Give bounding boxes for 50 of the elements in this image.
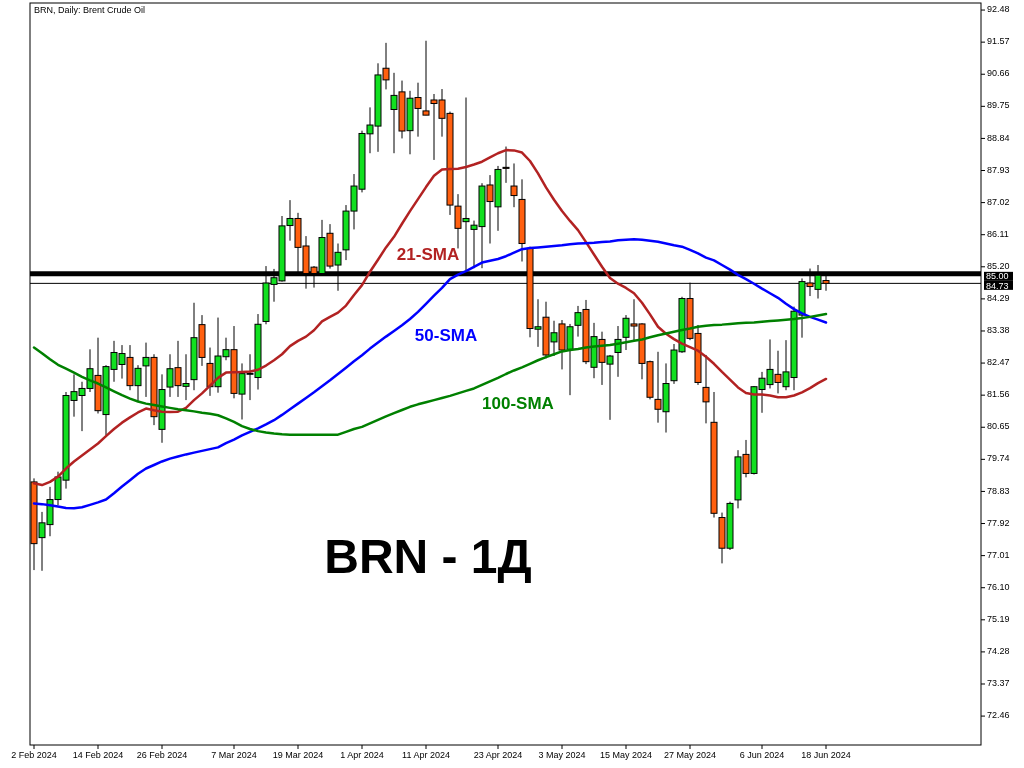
line-series [32, 312, 828, 436]
y-tick-label: 79.74 [987, 453, 1010, 464]
annotation: BRN - 1Д [324, 530, 532, 583]
y-tick-label: 82.47 [987, 357, 1010, 368]
y-tick-label: 87.02 [987, 196, 1010, 207]
y-tick-label: 84.29 [987, 293, 1010, 304]
x-tick-label: 18 Jun 2024 [801, 750, 851, 760]
ref-line-label: 85.00 [986, 271, 1009, 282]
x-tick-label: 6 Jun 2024 [739, 750, 785, 760]
x-tick-label: 15 May 2024 [599, 750, 653, 760]
y-tick-label: 76.10 [987, 581, 1010, 592]
y-tick-label: 89.75 [987, 100, 1010, 111]
line-series [32, 238, 828, 510]
line-series [32, 148, 828, 487]
series-label: 50-SMA [414, 326, 478, 345]
y-tick-label: 77.92 [987, 517, 1010, 528]
x-tick-label: 14 Feb 2024 [72, 750, 124, 760]
y-tick-label: 87.93 [987, 164, 1010, 175]
y-tick-label: 78.83 [987, 485, 1010, 496]
y-tick-label: 74.28 [987, 646, 1010, 657]
y-tick-label: 80.65 [987, 421, 1010, 432]
x-tick-label: 27 May 2024 [663, 750, 717, 760]
y-tick-label: 91.57 [987, 36, 1010, 47]
y-tick-label: 73.37 [987, 678, 1010, 689]
y-tick-label: 86.11 [987, 228, 1009, 239]
series-label: 100-SMA [482, 394, 554, 413]
x-tick-label: 2 Feb 2024 [11, 750, 57, 760]
y-tick-label: 90.66 [987, 68, 1010, 79]
y-tick-label: 88.84 [987, 132, 1010, 143]
x-tick-label: 19 Mar 2024 [272, 750, 324, 760]
x-tick-label: 26 Feb 2024 [136, 750, 188, 760]
candlestick [510, 162, 518, 208]
x-tick-label: 11 Apr 2024 [402, 750, 450, 760]
candlestick [502, 146, 510, 184]
candlestick [702, 354, 710, 424]
chart-title: BRN, Daily: Brent Crude Oil [34, 5, 146, 15]
series-label: 21-SMA [396, 245, 460, 264]
x-tick-label: 23 Apr 2024 [473, 750, 523, 760]
candlestick [422, 40, 430, 116]
y-tick-label: 72.46 [987, 710, 1010, 721]
y-tick-label: 85.20 [987, 260, 1010, 271]
y-tick-label: 77.01 [987, 549, 1010, 560]
x-tick-label: 1 Apr 2024 [340, 750, 384, 760]
y-tick-label: 81.56 [987, 389, 1010, 400]
ref-line-label: 84.73 [986, 280, 1009, 291]
y-tick-label: 75.19 [987, 613, 1010, 624]
y-tick-label: 83.38 [987, 325, 1010, 336]
x-tick-label: 3 May 2024 [538, 750, 586, 760]
x-tick-label: 7 Mar 2024 [211, 750, 257, 760]
y-tick-label: 92.48 [987, 4, 1010, 15]
